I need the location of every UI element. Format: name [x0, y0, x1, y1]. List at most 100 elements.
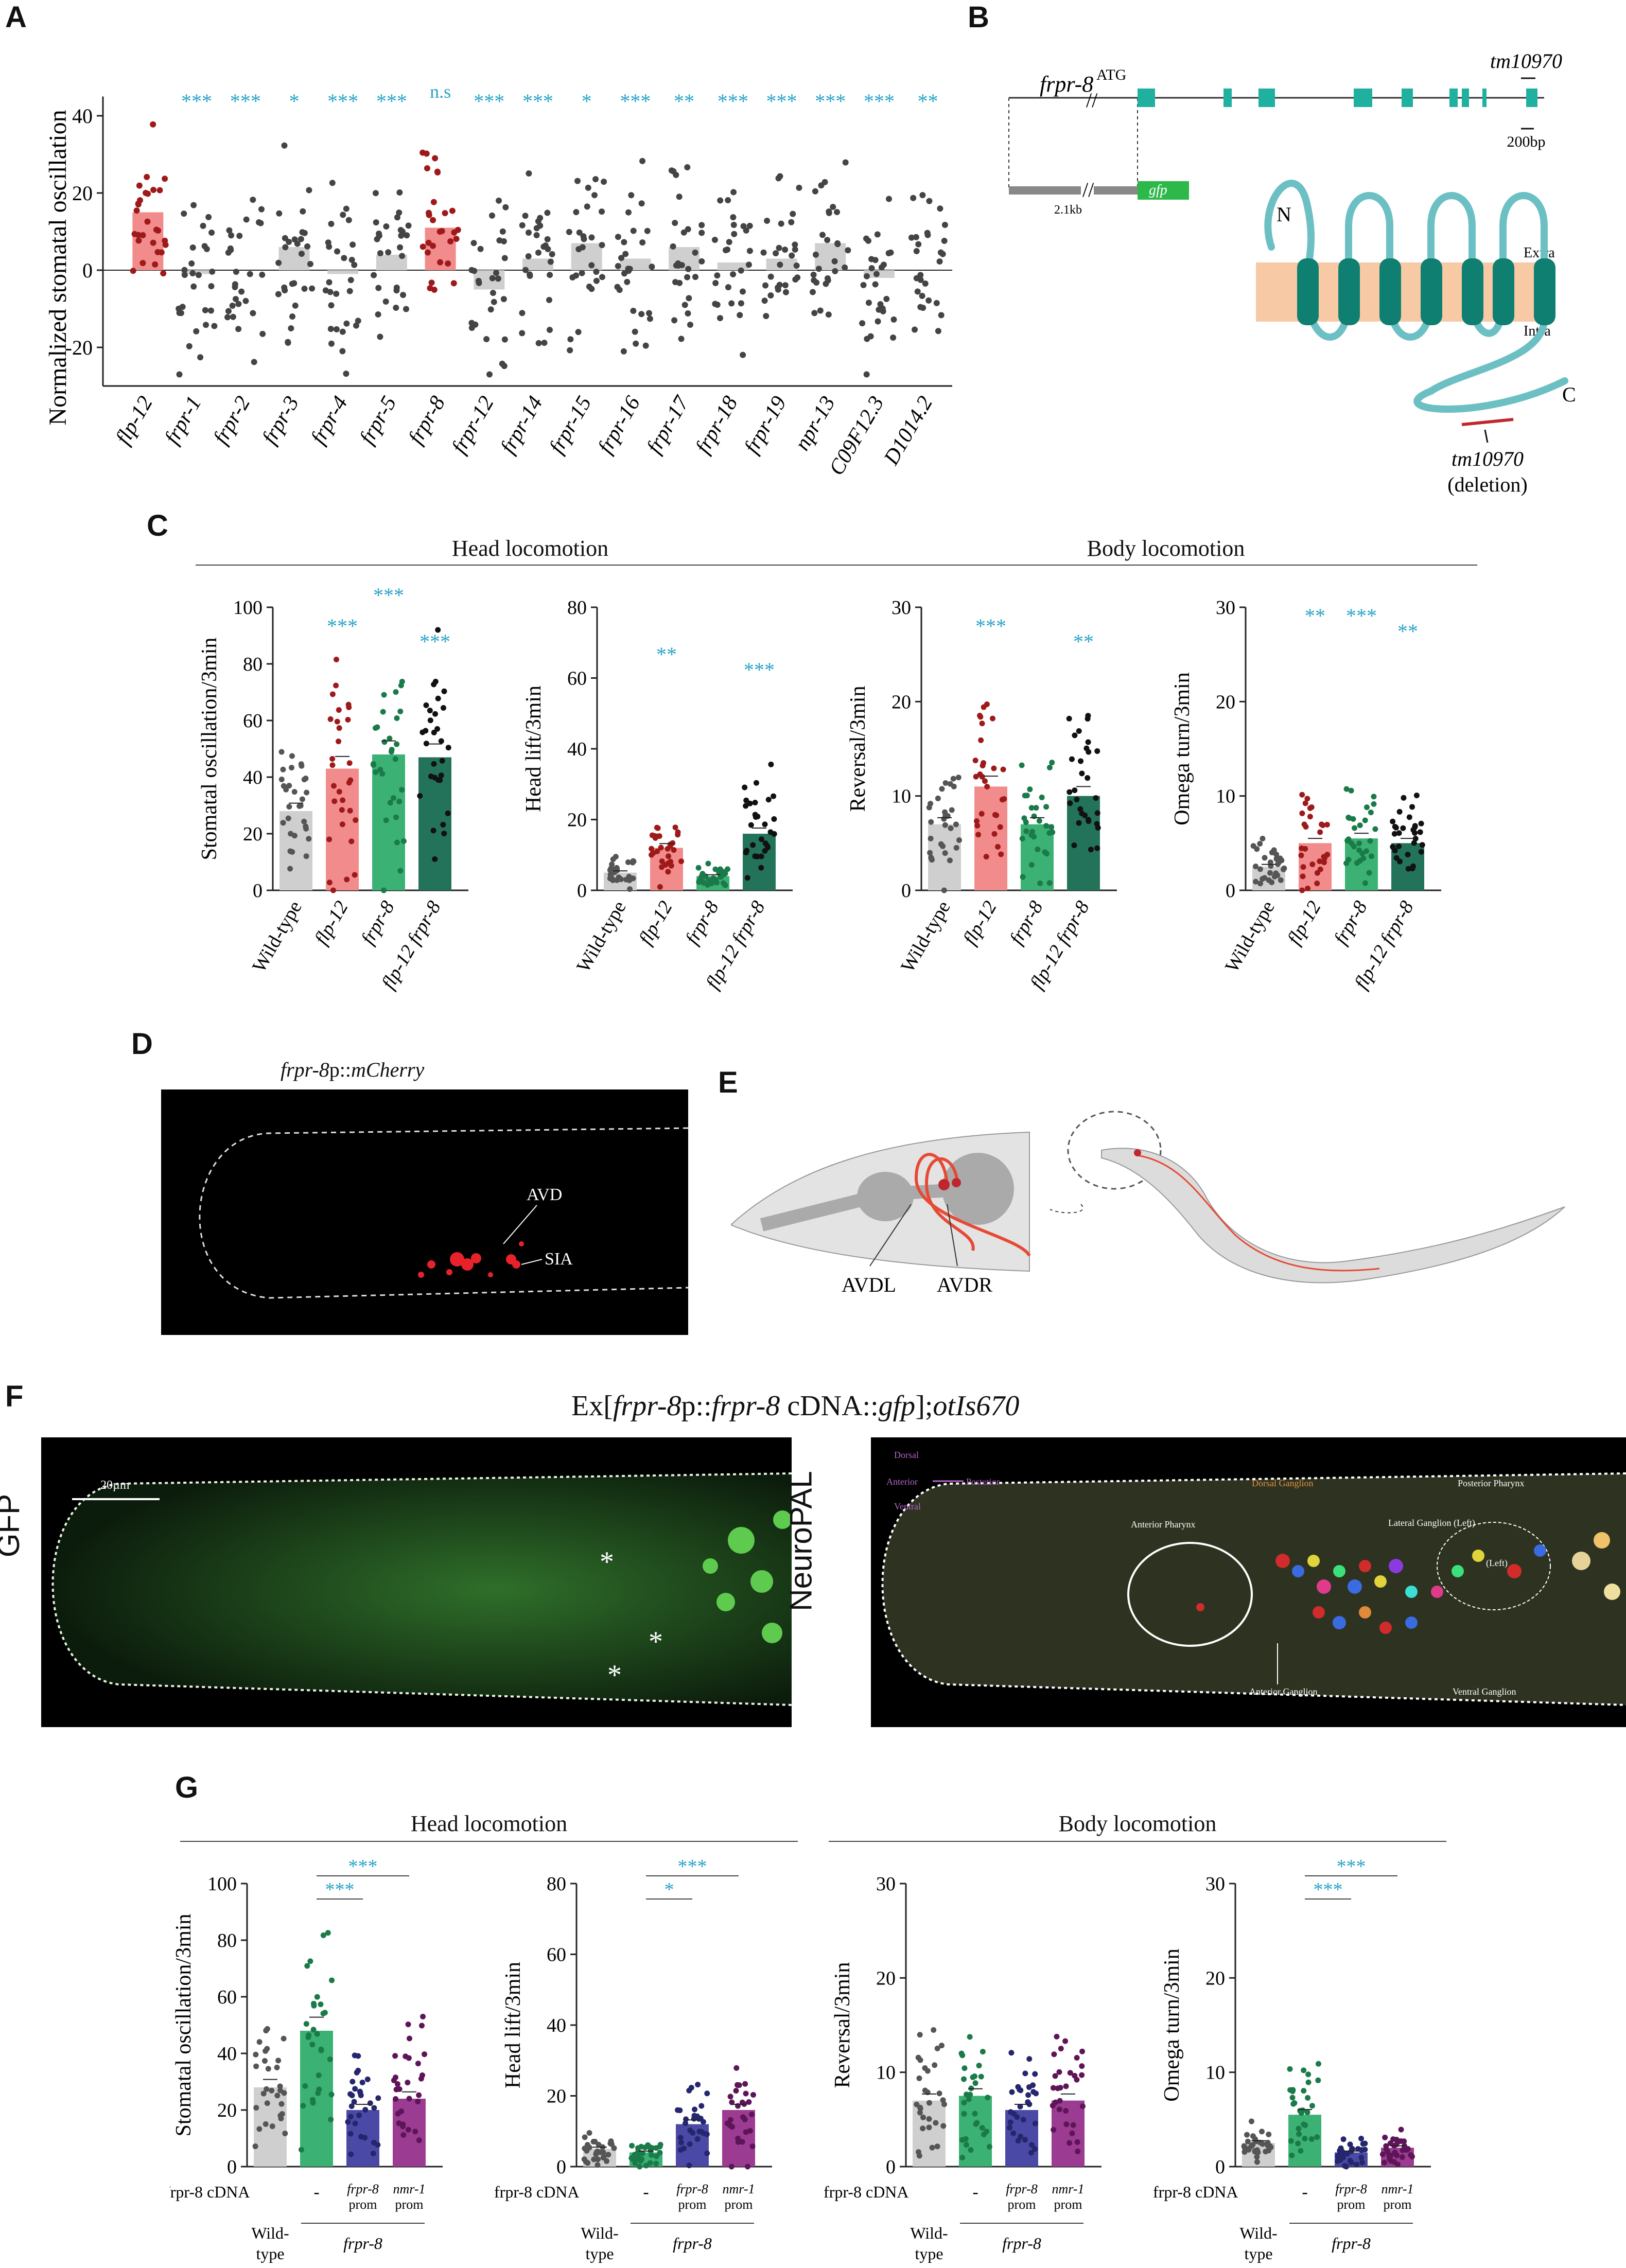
a-dot: [912, 326, 918, 333]
a-dot: [776, 244, 782, 251]
chart-dot: [1031, 813, 1037, 819]
chart-dot: [1025, 2092, 1031, 2098]
chart-dot: [974, 2120, 980, 2126]
asterisk-1: *: [600, 1546, 614, 1578]
chart-dot: [637, 2164, 643, 2170]
panel-letter-a: A: [5, 1, 27, 34]
chart-dot: [733, 2088, 739, 2094]
a-dot: [842, 159, 849, 166]
chart-dot: [926, 2100, 932, 2106]
chart-dot: [322, 2010, 328, 2016]
chart-dot: [747, 2128, 753, 2134]
a-dot: [153, 226, 160, 233]
a-dot: [722, 247, 729, 254]
chart-ytick-label: 10: [1216, 786, 1235, 807]
chart-dot: [581, 2156, 587, 2162]
chart-dot: [1324, 821, 1330, 828]
a-dot: [740, 351, 746, 358]
chart-dot: [280, 766, 286, 772]
chart-dot: [695, 2082, 701, 2088]
chart-dot: [595, 2156, 601, 2162]
chart-dot: [1372, 826, 1378, 832]
a-dot: [162, 175, 168, 182]
chart-dot: [278, 776, 285, 782]
a-dot: [937, 205, 943, 212]
a-dot: [139, 232, 146, 239]
a-dot: [447, 238, 454, 244]
a-dot: [144, 173, 150, 180]
a-dot: [430, 199, 437, 205]
a-dot: [714, 272, 721, 279]
chart-dot: [1289, 2095, 1296, 2101]
chart-bar: [1067, 796, 1100, 890]
chart-dot: [304, 789, 310, 796]
chart-dot: [440, 705, 446, 711]
chart-dot: [743, 2090, 749, 2097]
chart-dot: [1079, 770, 1085, 777]
a-dot: [618, 255, 625, 261]
a-dot: [251, 359, 257, 365]
chart-dot: [1390, 818, 1396, 824]
chart-dot: [688, 2085, 694, 2091]
chart-dot: [281, 2090, 287, 2096]
a-dot: [306, 187, 312, 194]
chart-dot: [698, 2103, 705, 2109]
chart-dot: [1023, 828, 1029, 834]
a-dot: [519, 310, 526, 317]
chart-dot: [1095, 824, 1101, 831]
a-dot: [725, 197, 731, 204]
a-significance: ***: [376, 90, 407, 113]
chart-ytick-label: 20: [243, 823, 263, 845]
chart-dot: [1300, 2107, 1306, 2113]
a-dot: [398, 232, 405, 239]
chart-dot: [314, 1994, 320, 2000]
chart-dot: [1368, 810, 1374, 816]
a-dot: [202, 307, 208, 313]
a-dot: [243, 216, 250, 223]
a-dot: [156, 187, 163, 194]
a-dot: [397, 227, 404, 234]
a-dot: [625, 268, 632, 274]
chart-dot: [1072, 787, 1078, 794]
chart-dot: [327, 716, 334, 722]
a-dot: [205, 214, 212, 220]
chart-dot: [1066, 715, 1072, 722]
np-dorsal-ganglion: Dorsal Ganglion: [1252, 1478, 1313, 1488]
chart-dot: [1009, 2089, 1015, 2095]
chart-dot: [758, 865, 764, 871]
chart-dot: [274, 2064, 280, 2070]
chart-dot: [418, 2023, 425, 2029]
panel-f-title: Ex[frpr-8p::frpr-8 cDNA::gfp];otIs670: [571, 1390, 1020, 1422]
chart-dot: [432, 856, 438, 862]
a-dot: [725, 284, 731, 291]
chart-dot: [438, 772, 444, 779]
chart-dot: [256, 2126, 263, 2132]
chart-dot: [264, 2100, 270, 2106]
a-dot: [730, 189, 737, 196]
a-dot: [796, 184, 802, 191]
chart-dot: [956, 837, 962, 843]
a-dot: [926, 198, 933, 204]
chart-dot: [700, 2119, 706, 2125]
chart-dot: [927, 850, 933, 856]
chart-dot: [314, 2031, 320, 2037]
chart-dot: [1307, 805, 1313, 811]
chart-dot: [941, 2101, 947, 2107]
a-dot: [189, 270, 196, 276]
a-dot: [160, 270, 167, 277]
chart-dot: [753, 780, 759, 786]
chart-dot: [405, 2021, 411, 2028]
a-dot: [259, 330, 266, 337]
chart-dot: [346, 760, 353, 766]
chart-ylabel: Reversal/3min: [831, 1962, 854, 2088]
chart-ytick-label: 30: [1205, 1873, 1225, 1895]
a-category-label: frpr-1: [160, 392, 206, 448]
a-dot: [746, 248, 753, 254]
a-bar: [327, 270, 359, 274]
chart-dot: [339, 821, 345, 828]
chart-dot: [695, 865, 702, 871]
a-dot: [817, 307, 824, 314]
a-dot: [535, 218, 541, 225]
chart-dot: [1396, 830, 1402, 836]
a-dot: [601, 179, 607, 185]
